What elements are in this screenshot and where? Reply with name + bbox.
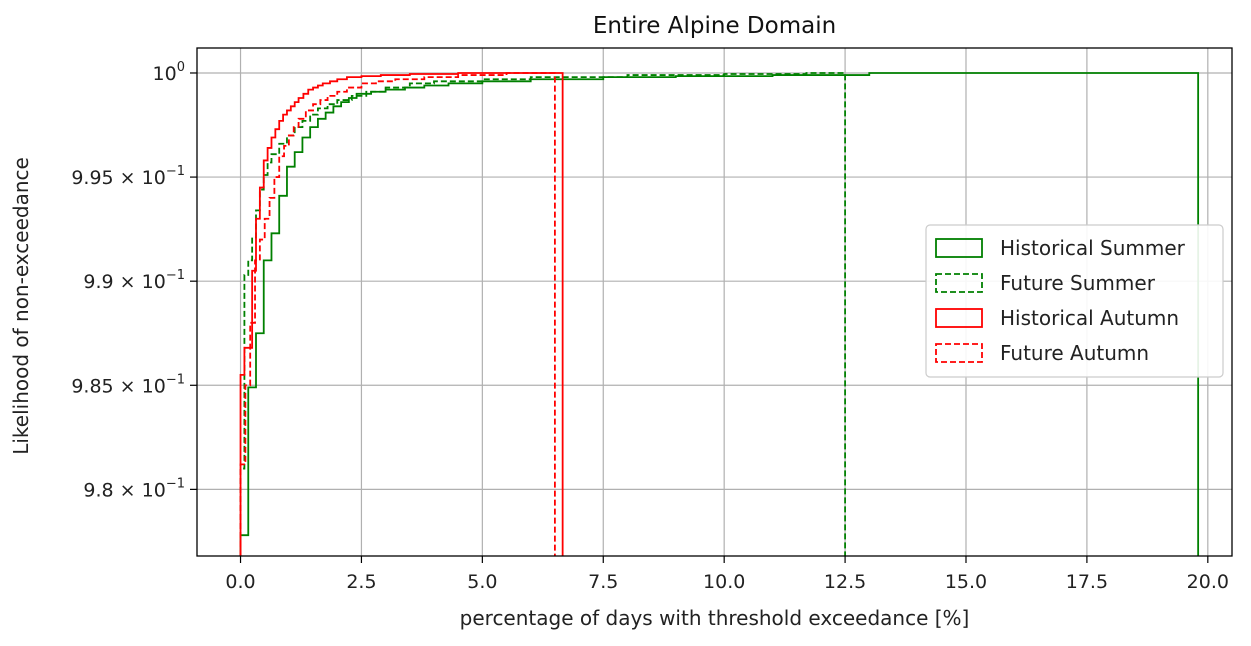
x-tick-label: 17.5 [1066, 571, 1108, 593]
legend-swatch [935, 308, 983, 328]
y-tick-exponent: −1 [166, 164, 185, 179]
legend-swatch [935, 273, 983, 293]
ticks-layer: 0.0 2.5 5.0 7.5 10.0 12.5 15.0 17.5 20.0 9.8 × 10… [71, 60, 1229, 593]
x-tick-label: 2.5 [346, 571, 376, 593]
legend-swatch [935, 238, 983, 258]
legend-box [925, 224, 1224, 378]
x-tick-label: 15.0 [945, 571, 987, 593]
plot-frame [196, 47, 1233, 557]
y-axis-title: Likelihood of non-exceedance [9, 157, 33, 455]
y-tick-exponent: −1 [166, 476, 185, 491]
y-tick-times: × 10 [114, 271, 166, 293]
series-layer [239, 72, 1200, 556]
y-tick-exponent: −1 [166, 268, 185, 283]
y-tick-label: 9.85 × 10−1 [71, 372, 185, 397]
y-tick-times: × 10 [114, 375, 166, 397]
series-line-future-summer [239, 72, 846, 556]
legend-label: Historical Summer [1000, 236, 1186, 260]
y-tick-label: 9.8 × 10−1 [83, 476, 185, 501]
series-line-future-autumn [239, 72, 556, 556]
x-tick-label: 10.0 [703, 571, 745, 593]
y-tick-mantissa: 9.95 [71, 167, 113, 189]
x-tick-label: 20.0 [1187, 571, 1229, 593]
y-tick-mantissa: 10 [153, 63, 177, 85]
chart-title: Entire Alpine Domain [593, 13, 836, 39]
series-line-historical-summer [239, 72, 1200, 556]
y-tick-label: 9.9 × 10−1 [83, 268, 185, 293]
legend-swatch [935, 343, 983, 363]
series-line-historical-autumn [239, 72, 564, 556]
x-tick-label: 5.0 [467, 571, 497, 593]
y-tick-mantissa: 9.9 [83, 271, 113, 293]
legend-label: Future Autumn [1000, 341, 1149, 365]
legend-label: Future Summer [1000, 271, 1156, 295]
legend-label: Historical Autumn [1000, 306, 1179, 330]
y-tick-label: 9.95 × 10−1 [71, 164, 185, 189]
y-tick-exponent: 0 [177, 60, 185, 75]
y-tick-times: × 10 [114, 167, 166, 189]
x-tick-label: 12.5 [824, 571, 866, 593]
y-tick-mantissa: 9.85 [71, 375, 113, 397]
y-tick-label: 100 [153, 60, 185, 85]
x-tick-label: 7.5 [588, 571, 618, 593]
legend: Historical Summer Future Summer Historical… [925, 224, 1224, 378]
x-axis-title: percentage of days with threshold exceed… [460, 606, 970, 630]
y-tick-mantissa: 9.8 [83, 479, 113, 501]
x-tick-label: 0.0 [225, 571, 255, 593]
y-tick-times: × 10 [114, 479, 166, 501]
y-tick-exponent: −1 [166, 372, 185, 387]
